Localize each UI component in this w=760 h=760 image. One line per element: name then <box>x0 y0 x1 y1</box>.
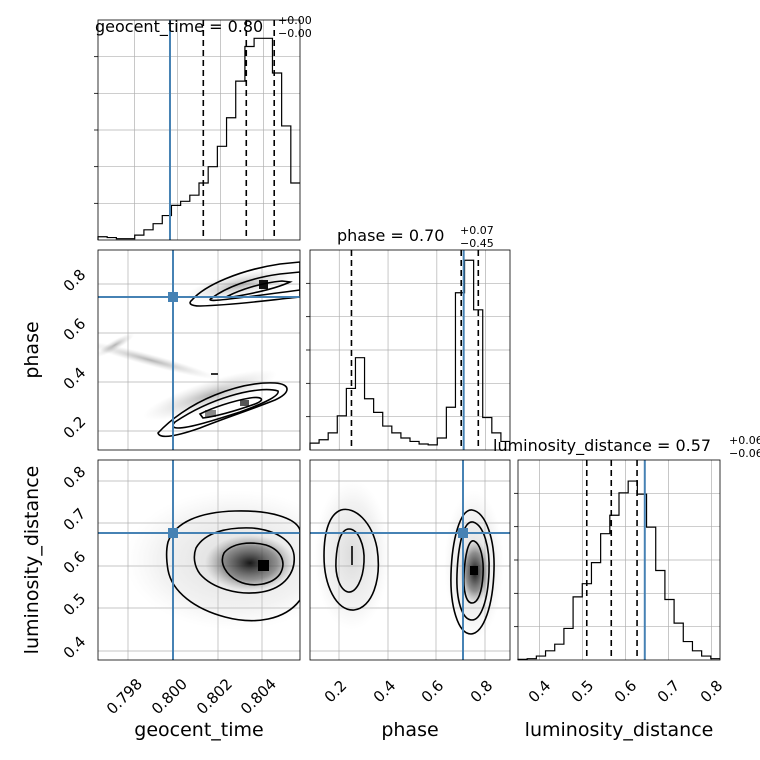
tick-label: 0.8 <box>467 677 497 707</box>
x-ticks-phase: 0.2 0.4 0.6 0.8 <box>321 677 497 707</box>
tick-label: 0.4 <box>60 364 90 394</box>
title-param-geocent-time: geocent_time <box>95 17 204 37</box>
title-minus-luminosity-distance: −0.06 <box>729 447 760 460</box>
grid-phase <box>310 250 510 450</box>
contour-outer-low <box>157 382 288 438</box>
tick-label: 0.800 <box>148 675 191 718</box>
title-median-geocent-time: 0.80 <box>228 17 264 36</box>
panel-frame <box>309 249 511 451</box>
tick-label: 0.8 <box>60 463 90 493</box>
quantile-lines-geocent-time <box>202 20 276 240</box>
tick-label: 0.2 <box>321 677 351 707</box>
y-ticks-phase: 0.8 0.6 0.4 0.2 <box>60 266 90 443</box>
histogram-luminosity-distance: luminosity_distance = 0.57 +0.06 −0.06 <box>493 434 760 661</box>
histogram-step-phase <box>309 259 510 450</box>
quantile-lines-phase <box>350 250 480 450</box>
tick-label: 0.4 <box>60 633 90 663</box>
density-panel-3-1 <box>125 490 300 630</box>
x-ticks-geocent-time: 0.798 0.800 0.802 0.804 <box>103 675 280 718</box>
contour-middle-low <box>172 388 279 429</box>
tick-label: 0.5 <box>60 590 90 620</box>
density-peak <box>470 566 478 575</box>
tick-label: 0.6 <box>418 677 448 707</box>
density-panel-2-1 <box>98 261 300 438</box>
tick-label: 0.4 <box>370 677 400 707</box>
x-axis-label-luminosity-distance: luminosity_distance <box>525 719 714 741</box>
contour-middle <box>193 527 295 594</box>
title-plus-phase: +0.07 <box>460 224 494 237</box>
title-plus-luminosity-distance: +0.06 <box>729 434 760 447</box>
truth-marker <box>168 528 178 538</box>
title-param-luminosity-distance: luminosity_distance <box>493 436 652 456</box>
density-panel-3-2 <box>314 480 504 640</box>
truth-marker <box>458 528 468 538</box>
title-luminosity-distance: luminosity_distance = 0.57 <box>493 436 711 456</box>
tick-label: 0.798 <box>103 675 146 718</box>
panel-frame <box>97 19 301 241</box>
contour-outer-right <box>450 509 495 635</box>
truth-marker <box>168 292 178 302</box>
contour-outer-left <box>323 508 379 611</box>
tick-label: 0.7 <box>60 505 90 535</box>
title-plus-geocent-time: +0.00 <box>278 14 312 27</box>
tick-label: 0.4 <box>525 677 555 707</box>
y-axis-label-phase: phase <box>21 321 43 378</box>
yticks-phase <box>306 282 310 418</box>
contour-middle-right <box>456 521 490 621</box>
contour-inner <box>221 542 284 586</box>
contour-outer <box>165 510 300 622</box>
title-phase: phase = 0.70 <box>337 226 444 245</box>
title-minus-geocent-time: −0.00 <box>278 27 312 40</box>
tick-label: 0.6 <box>60 315 90 345</box>
scatter-distance-vs-phase <box>309 459 511 661</box>
grid-geocent-time <box>98 20 300 240</box>
contour-outer <box>189 261 300 307</box>
histogram-phase: phase = 0.70 +0.07 −0.45 <box>306 224 511 451</box>
title-geocent-time: geocent_time = 0.80 <box>95 17 263 37</box>
scatter-distance-vs-geocent-time <box>97 459 301 661</box>
title-param-phase: phase <box>337 226 385 245</box>
title-median-phase: 0.70 <box>409 226 445 245</box>
tick-label: 0.8 <box>60 266 90 296</box>
x-ticks-luminosity-distance: 0.4 0.5 0.6 0.7 0.8 <box>525 677 727 707</box>
tick-label: 0.8 <box>697 677 727 707</box>
quantile-lines-luminosity-distance <box>585 460 638 660</box>
y-ticks-luminosity-distance: 0.8 0.7 0.6 0.5 0.4 <box>60 463 90 663</box>
tick-label: 0.802 <box>193 675 236 718</box>
histogram-step-luminosity-distance <box>517 480 720 660</box>
tick-label: 0.6 <box>611 677 641 707</box>
y-axis-label-luminosity-distance: luminosity_distance <box>21 466 43 655</box>
panel-frame <box>97 249 301 451</box>
density-peak <box>240 400 249 406</box>
tick-label: 0.6 <box>60 548 90 578</box>
histogram-geocent-time: geocent_time = 0.80 +0.00 −0.00 <box>94 14 312 241</box>
contour-inner-low <box>198 396 263 419</box>
contour-middle <box>209 271 300 302</box>
grid-luminosity-distance <box>518 460 720 660</box>
density-peak <box>258 560 269 571</box>
tick-label: 0.7 <box>654 677 684 707</box>
x-axis-label-geocent-time: geocent_time <box>134 719 263 741</box>
scatter-phase-vs-geocent-time <box>97 249 301 451</box>
contour-inner <box>225 280 293 298</box>
yticks-geocent-time <box>94 56 98 204</box>
title-median-luminosity-distance: 0.57 <box>675 436 711 455</box>
x-axis-label-phase: phase <box>381 719 438 741</box>
density-peak <box>205 410 216 417</box>
tick-label: 0.2 <box>60 413 90 443</box>
tick-label: 0.804 <box>237 675 280 718</box>
panel-frame <box>97 459 301 661</box>
panel-frame <box>309 459 511 661</box>
yticks-luminosity-distance <box>514 492 518 628</box>
contour-inner-right <box>463 540 484 604</box>
panel-frame <box>517 459 721 661</box>
histogram-step-geocent-time <box>97 37 300 240</box>
tick-label: 0.5 <box>568 677 598 707</box>
contour-middle-left <box>335 528 365 593</box>
title-minus-phase: −0.45 <box>460 237 494 250</box>
